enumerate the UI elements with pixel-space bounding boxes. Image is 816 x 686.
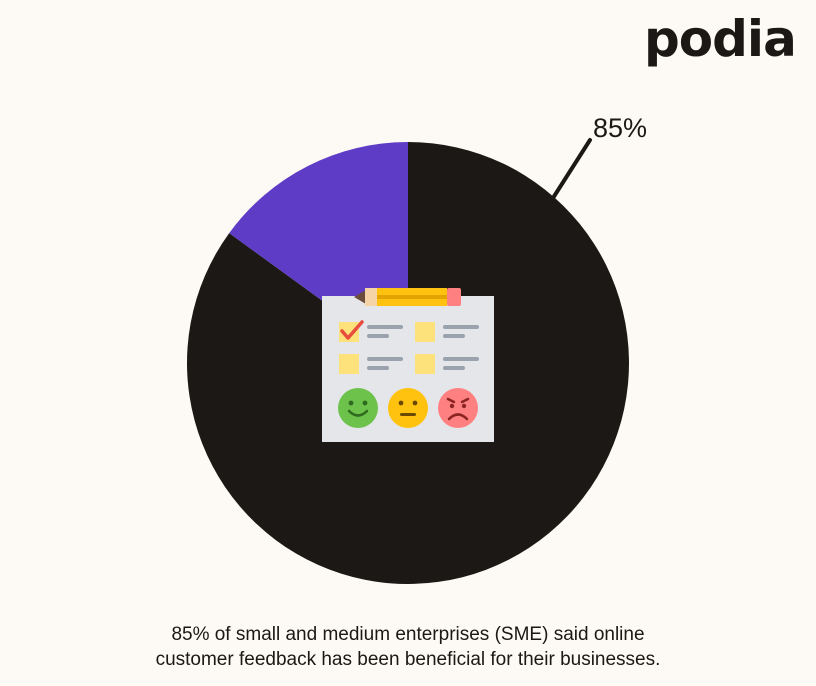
caption-line-1: 85% of small and medium enterprises (SME… [171,624,645,645]
data-label-85: 85% [593,113,647,143]
data-label-leader-line [551,138,592,200]
chart-caption: 85% of small and medium enterprises (SME… [0,622,816,672]
caption-line-2: customer feedback has been beneficial fo… [155,649,661,670]
podia-logo: podia [644,10,797,68]
neutral-face-icon [388,388,428,428]
checkbox-checked-icon [339,322,359,342]
checkmark-icon [340,320,364,340]
sad-face-icon [438,388,478,428]
checkbox-icon [415,354,435,374]
pencil-icon [354,288,461,306]
checkbox-icon [415,322,435,342]
happy-face-icon [338,388,378,428]
feedback-survey-clipboard-icon [322,288,494,442]
checkbox-icon [339,354,359,374]
